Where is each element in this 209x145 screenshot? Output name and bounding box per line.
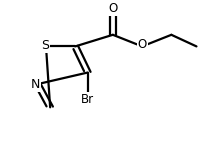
Text: O: O (108, 2, 117, 15)
Text: S: S (41, 39, 49, 52)
Text: Br: Br (81, 93, 94, 106)
Text: O: O (138, 38, 147, 51)
Text: N: N (31, 78, 40, 91)
